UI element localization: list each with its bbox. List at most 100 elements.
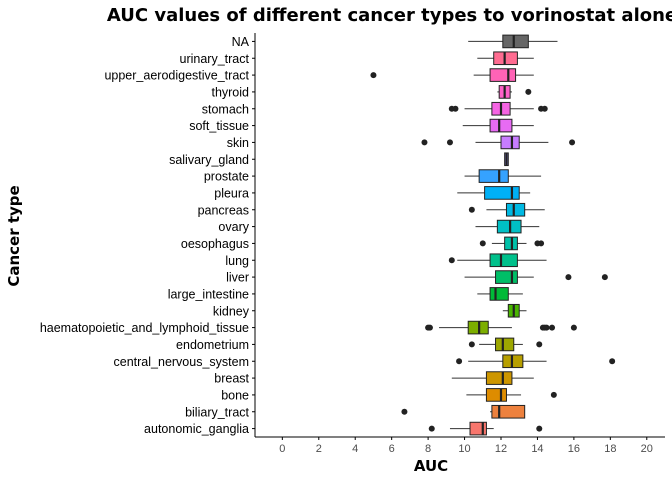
outlier-point (468, 206, 475, 213)
y-tick-label: endometrium (176, 338, 249, 352)
box-group-thyroid (497, 85, 532, 99)
chart-title: AUC values of different cancer types to … (107, 5, 672, 26)
iqr-box (505, 202, 526, 217)
box-group-skin (421, 135, 576, 150)
iqr-box (485, 388, 507, 402)
box-group-ovary (475, 219, 540, 234)
outlier-point (446, 139, 453, 146)
box-group-salivary_gland (504, 152, 509, 167)
x-tick-label: 2 (316, 443, 322, 455)
y-tick-label: soft_tissue (189, 119, 249, 133)
outlier-point (536, 341, 543, 348)
iqr-box (495, 270, 518, 284)
box-group-upper_aerodigestive_tract (370, 68, 534, 82)
y-tick-label: central_nervous_system (114, 355, 249, 369)
outlier-point (426, 324, 433, 331)
box-group-breast (451, 371, 534, 385)
y-tick-label: lung (225, 254, 249, 268)
iqr-box (489, 118, 513, 133)
outlier-point (525, 88, 532, 95)
iqr-box (495, 337, 515, 352)
outlier-point (543, 324, 550, 331)
y-tick-label: kidney (213, 304, 250, 318)
y-tick-label: breast (214, 372, 249, 386)
outlier-point (541, 105, 548, 112)
y-tick-label: thyroid (211, 85, 249, 99)
iqr-box (489, 287, 509, 301)
outlier-point (452, 105, 459, 112)
y-tick-label: ovary (218, 220, 249, 234)
x-tick-labels: 0 2 4 6 8 10 12 14 16 18 20 (279, 437, 653, 455)
y-tick-label: pancreas (198, 203, 249, 217)
box-group-pleura (457, 186, 531, 200)
iqr-box (491, 404, 526, 419)
iqr-box (489, 68, 517, 82)
y-tick-label: upper_aerodigestive_tract (104, 69, 249, 83)
y-tick-label: salivary_gland (169, 153, 249, 167)
outlier-point (479, 240, 486, 247)
x-tick-label: 6 (389, 443, 395, 455)
box-group-haematopoietic_and_lymphoid_tissue (425, 320, 577, 335)
box-group-central_nervous_system (456, 354, 616, 369)
y-tick-label: NA (232, 35, 250, 49)
y-tick-label: oesophagus (181, 237, 249, 251)
box-group-bone (466, 388, 557, 402)
outlier-point (421, 139, 428, 146)
x-tick-label: 8 (425, 443, 431, 455)
outlier-point (565, 274, 572, 281)
x-tick-label: 16 (568, 443, 580, 455)
y-tick-label: haematopoietic_and_lymphoid_tissue (40, 321, 249, 335)
y-tick-label: biliary_tract (185, 405, 249, 419)
box-group-stomach (448, 101, 548, 116)
y-tick-label: liver (226, 271, 249, 285)
outlier-point (549, 324, 556, 331)
outlier-point (401, 408, 408, 415)
x-tick-label: 4 (352, 443, 358, 455)
y-tick-label: prostate (204, 170, 249, 184)
outlier-point (448, 257, 455, 264)
box-group-liver (464, 270, 608, 284)
plot-area (370, 34, 616, 436)
y-tick-label: large_intestine (168, 287, 249, 301)
iqr-box (485, 371, 513, 385)
box-group-biliary_tract (401, 404, 526, 419)
y-axis-title: Cancer type (5, 185, 23, 286)
box-group-pancreas (468, 202, 545, 217)
x-tick-label: 0 (279, 443, 285, 455)
y-tick-label: bone (221, 388, 249, 402)
box-group-lung (448, 253, 547, 268)
iqr-box (489, 253, 518, 268)
y-tick-label: autonomic_ganglia (144, 422, 249, 436)
x-tick-label: 10 (458, 443, 470, 455)
box-group-soft_tissue (462, 118, 534, 133)
x-tick-label: 20 (641, 443, 653, 455)
box-group-NA (468, 34, 558, 49)
outlier-point (428, 425, 435, 432)
x-tick-label: 18 (604, 443, 616, 455)
box-group-kidney (502, 303, 527, 318)
y-tick-label: stomach (202, 102, 249, 116)
y-tick-label: pleura (214, 186, 249, 200)
outlier-point (601, 274, 608, 281)
box-group-urinary_tract (477, 51, 534, 66)
outlier-point (536, 425, 543, 432)
outlier-point (538, 240, 545, 247)
outlier-point (609, 358, 616, 365)
y-tick-labels: autonomic_ganglia biliary_tract bone breast… (40, 35, 255, 436)
box-group-large_intestine (477, 287, 523, 301)
box-group-autonomic_ganglia (428, 421, 543, 436)
box-group-endometrium (468, 337, 543, 352)
x-tick-label: 12 (495, 443, 507, 455)
iqr-box (502, 34, 529, 49)
y-tick-label: skin (227, 136, 249, 150)
outlier-point (569, 139, 576, 146)
outlier-point (550, 391, 557, 398)
iqr-box (500, 135, 520, 150)
box-group-oesophagus (479, 236, 545, 251)
outlier-point (468, 341, 475, 348)
x-axis-title: AUC (414, 457, 448, 475)
outlier-point (570, 324, 577, 331)
box-group-prostate (464, 169, 542, 183)
iqr-box (469, 421, 487, 436)
